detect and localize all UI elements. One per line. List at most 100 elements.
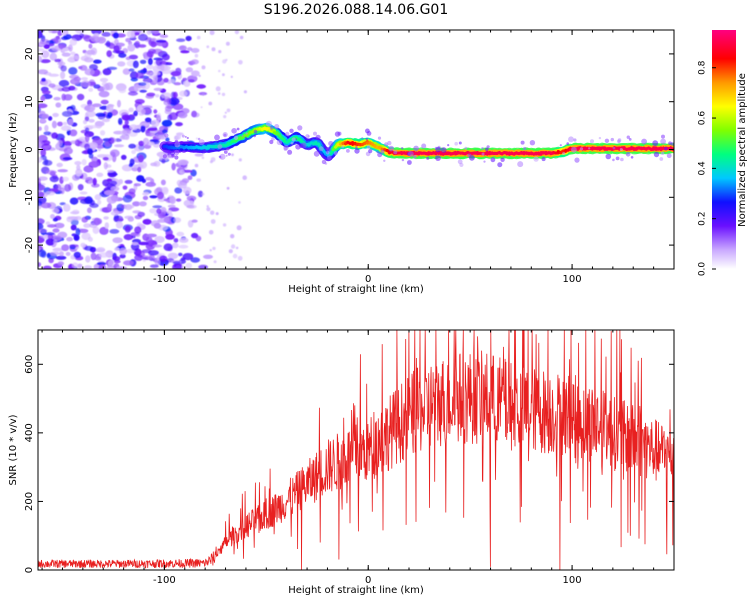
noise-blob [239,35,244,40]
noise-blob [107,203,112,211]
ridge-halo [384,142,389,147]
noise-blob [148,254,155,262]
colorbar-tick-label: 0.6 [698,111,708,126]
noise-blob [218,69,221,73]
noise-blob [65,251,71,256]
ridge-halo [440,147,447,153]
noise-blob [39,118,46,123]
noise-blob [38,157,43,163]
noise-blob [45,170,57,175]
noise-blob [84,134,90,143]
spectrogram-xtick-label: 100 [563,274,582,285]
noise-blob [122,194,133,203]
ridge-halo [610,137,614,142]
ridge-halo [486,145,490,149]
ridge-halo [290,141,294,145]
noise-blob [40,95,46,102]
noise-blob [125,56,131,61]
noise-blob [52,228,60,233]
ridge-halo [253,134,256,138]
ridge-halo [236,127,240,131]
noise-blob [221,92,226,97]
noise-blob [78,66,83,70]
ridge-halo [245,132,248,135]
ridge-halo [297,125,303,131]
noise-blob [61,52,71,57]
noise-blob [222,73,225,77]
noise-blob [118,52,127,58]
ridge-halo [376,150,379,154]
noise-blob [63,203,71,212]
spectrogram-ytick-label: -10 [24,189,35,205]
noise-blob [160,63,165,72]
noise-blob [196,35,201,40]
noise-blob [186,205,195,209]
spectrogram-ytick-label: -20 [24,237,35,253]
noise-blob [178,252,183,257]
noise-blob [215,86,221,92]
noise-blob [109,229,120,234]
noise-blob [134,254,144,261]
ridge-halo [341,145,345,149]
noise-blob [99,77,109,83]
spectrogram-noise-region [38,30,247,269]
noise-blob [194,53,199,58]
noise-blob [151,119,160,128]
ridge-halo [219,153,226,160]
ridge-halo [407,160,412,165]
noise-blob [53,36,62,44]
noise-blob [191,70,200,77]
ridge-halo [421,143,427,149]
spectrogram-ylabel: Frequency (Hz) [8,112,19,188]
noise-blob [38,106,41,114]
noise-blob [135,71,144,79]
ridge-halo [664,146,668,151]
noise-blob [96,172,104,177]
noise-blob [206,207,211,212]
ridge-halo [458,141,462,145]
noise-blob [203,254,213,259]
noise-blob [137,154,144,163]
noise-blob [55,102,62,108]
noise-blob [186,195,197,201]
noise-blob [222,223,227,227]
noise-blob [140,124,146,133]
noise-blob [122,124,128,129]
noise-blob [66,216,73,223]
noise-blob [146,233,157,238]
ridge-halo [274,124,280,129]
ridge-halo [661,134,665,139]
noise-blob [142,218,152,225]
noise-blob [87,236,93,242]
noise-blob [155,39,167,43]
ridge-halo [660,151,665,155]
noise-blob [54,58,62,63]
noise-blob [61,110,73,117]
noise-blob [218,50,222,54]
ridge-halo [562,152,566,155]
colorbar-tick-label: 0.8 [698,60,708,75]
ridge-halo [354,148,360,154]
ridge-halo [626,135,630,139]
colorbar: 0.0 0.2 0.4 0.6 0.8 Normalized spectral ampl… [698,30,748,276]
noise-blob [179,237,189,243]
ridge-halo [227,152,231,156]
noise-blob [224,111,227,114]
noise-blob [38,178,41,184]
noise-blob [41,50,50,59]
noise-blob [60,125,72,131]
noise-blob [75,168,83,177]
ridge-halo [620,157,624,162]
ridge-halo [326,155,332,160]
noise-blob [196,84,206,89]
ridge-halo [615,156,620,161]
noise-blob [104,190,115,196]
noise-blob [57,169,68,173]
noise-blob [45,232,55,236]
noise-blob [77,263,83,269]
noise-blob [156,42,166,47]
noise-blob [47,233,54,240]
ridge-halo [520,140,525,145]
noise-blob [148,72,158,79]
noise-blob [97,199,102,205]
